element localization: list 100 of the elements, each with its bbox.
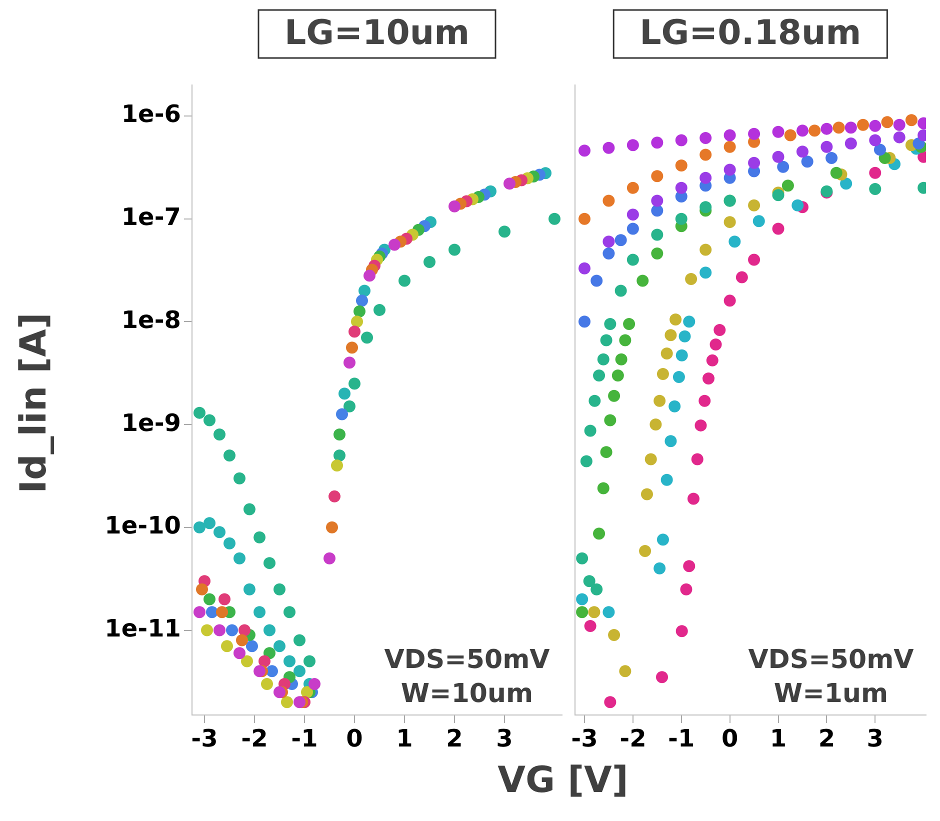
point — [604, 414, 616, 426]
point — [348, 326, 360, 338]
point — [234, 647, 246, 660]
point — [675, 212, 688, 225]
point — [752, 215, 765, 228]
point — [348, 378, 360, 390]
x-tick-label: 1 — [770, 724, 787, 753]
point — [338, 388, 350, 400]
point — [331, 459, 343, 472]
point — [801, 156, 814, 168]
point — [714, 324, 726, 336]
point — [214, 526, 226, 538]
x-tick-label: 0 — [346, 724, 363, 753]
y-tick-label: 1e-8 — [121, 306, 181, 334]
point — [344, 400, 356, 412]
x-axis-title: VG [V] — [496, 760, 630, 801]
x-tick-label: 3 — [866, 724, 884, 753]
point — [294, 696, 306, 708]
point — [244, 503, 256, 516]
point — [654, 394, 666, 407]
point — [844, 137, 857, 150]
point — [600, 446, 612, 458]
point — [651, 170, 664, 182]
point — [264, 624, 276, 636]
point — [388, 238, 400, 251]
point — [424, 256, 436, 268]
point — [668, 400, 681, 412]
point — [893, 118, 906, 131]
y-axis-title: Id_lin [A] — [14, 312, 54, 494]
point — [651, 248, 664, 260]
point — [675, 134, 688, 146]
point — [656, 368, 669, 380]
point — [623, 318, 636, 330]
point — [694, 419, 707, 432]
point — [844, 122, 857, 134]
point — [881, 116, 894, 128]
point — [675, 182, 688, 194]
point — [820, 122, 833, 135]
point — [691, 453, 704, 466]
point — [578, 144, 590, 157]
point — [602, 248, 615, 260]
point — [672, 370, 685, 383]
point — [639, 544, 652, 557]
point — [869, 166, 882, 179]
point — [580, 455, 592, 468]
point — [204, 517, 216, 530]
point — [328, 490, 340, 502]
point — [236, 634, 248, 646]
x-tick-label: 3 — [496, 724, 513, 753]
point — [604, 696, 616, 708]
point — [226, 624, 238, 636]
point — [878, 152, 891, 164]
point — [244, 583, 256, 596]
point — [221, 640, 233, 652]
point — [600, 334, 612, 346]
point — [264, 557, 276, 570]
point — [772, 222, 784, 235]
point — [656, 534, 669, 546]
point — [700, 201, 712, 214]
point — [324, 552, 336, 564]
point — [224, 537, 236, 550]
point — [772, 126, 784, 138]
point — [308, 678, 320, 690]
annotation: VDS=50mV — [384, 644, 550, 675]
point — [614, 284, 627, 297]
point — [664, 329, 677, 342]
point — [194, 521, 206, 534]
point — [820, 140, 833, 153]
point — [626, 222, 639, 235]
point — [351, 316, 363, 328]
point — [448, 244, 460, 256]
point — [651, 204, 664, 217]
point — [700, 266, 712, 279]
x-tick-label: -1 — [668, 724, 695, 753]
point — [830, 166, 842, 179]
x-tick-label: -3 — [571, 724, 598, 753]
point — [254, 531, 266, 544]
point — [448, 200, 460, 212]
point — [246, 640, 258, 652]
point — [284, 655, 296, 668]
point — [784, 129, 796, 142]
point — [218, 593, 230, 606]
point — [675, 159, 688, 172]
point — [772, 189, 784, 202]
point — [583, 575, 596, 588]
chart-title: LG=10um — [284, 12, 470, 53]
point — [588, 606, 600, 618]
point — [590, 274, 603, 287]
point — [274, 583, 286, 596]
point — [604, 318, 616, 330]
point — [654, 562, 666, 574]
x-tick-label: -3 — [191, 724, 218, 753]
point — [700, 132, 712, 144]
point — [905, 114, 918, 126]
point — [224, 450, 236, 462]
point — [356, 294, 368, 307]
point — [656, 671, 668, 684]
point — [354, 305, 366, 318]
point — [608, 390, 620, 402]
point — [216, 606, 228, 618]
